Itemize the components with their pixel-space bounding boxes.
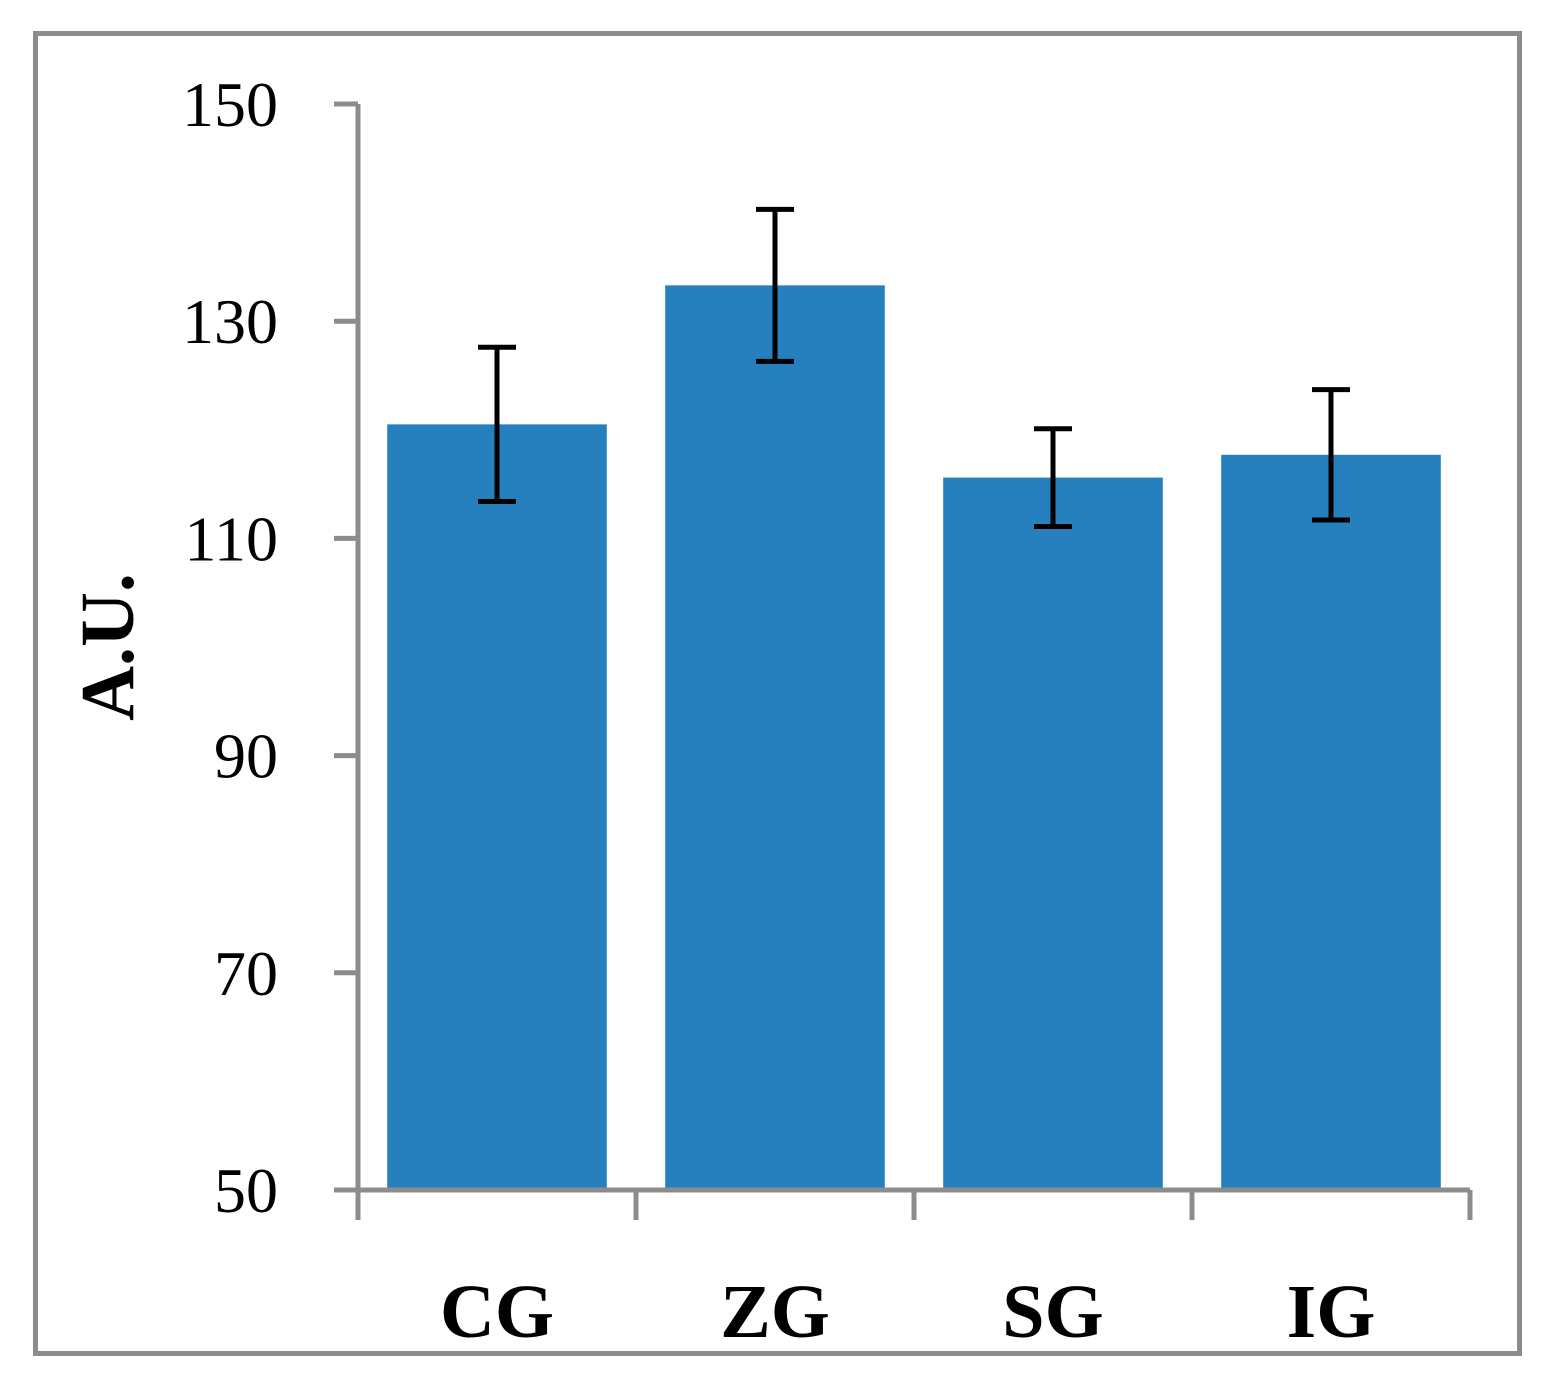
bar-cg [387, 424, 607, 1190]
y-tick-label: 90 [214, 721, 278, 792]
x-tick-label-cg: CG [440, 1270, 554, 1354]
error-bar-ig [1312, 387, 1350, 523]
axes-layer [334, 101, 1473, 1220]
x-tick-label-ig: IG [1287, 1270, 1376, 1354]
bar-sg [943, 477, 1163, 1191]
x-tick-label-zg: ZG [720, 1270, 830, 1354]
bars-layer [387, 285, 1441, 1191]
y-tick-label: 110 [184, 503, 278, 574]
error-bar-sg [1034, 426, 1072, 529]
y-tick-label: 130 [182, 286, 278, 357]
y-axis-title: A.U. [66, 573, 150, 721]
error-bars-layer [478, 206, 1350, 529]
y-tick-label: 70 [214, 938, 278, 1009]
error-bar-zg [756, 206, 794, 364]
bar-zg [665, 285, 885, 1190]
error-bar-cg [478, 344, 516, 504]
labels-layer: 50 70 90 110 130 150 CG ZG SG IG [182, 69, 1375, 1354]
bar-ig [1221, 454, 1441, 1190]
x-tick-label-sg: SG [1002, 1270, 1103, 1354]
y-tick-label: 150 [182, 69, 278, 140]
y-tick-label: 50 [214, 1155, 278, 1226]
